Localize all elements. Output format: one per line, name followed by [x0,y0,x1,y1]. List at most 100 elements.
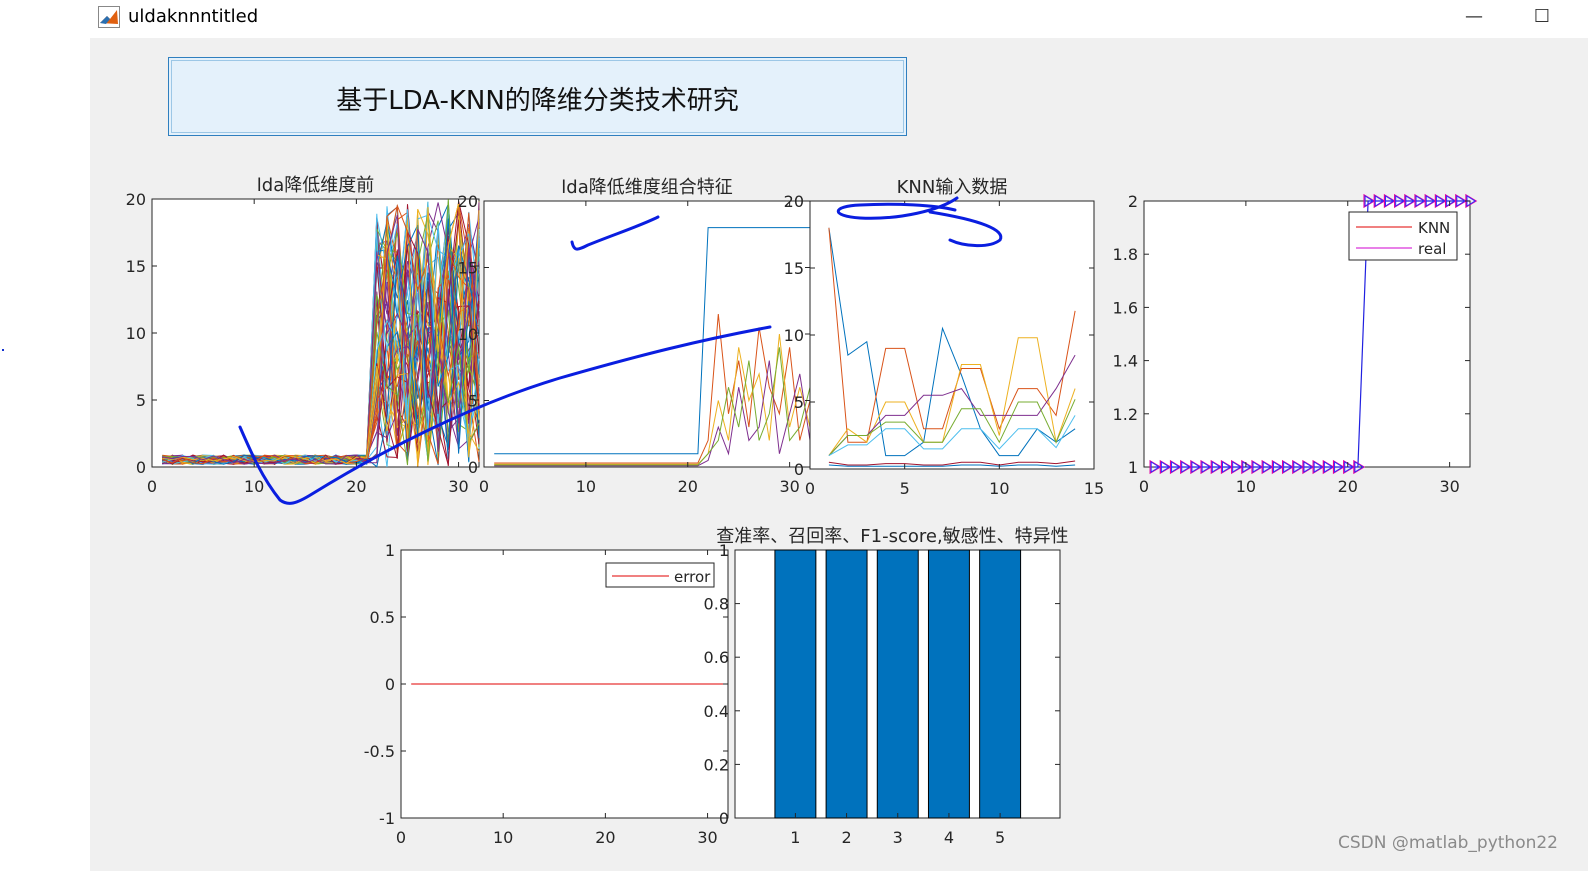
xtick-label: 20 [346,477,366,496]
chart-title: 查准率、召回率、F1-score,敏感性、特异性 [716,526,1068,547]
chart-1: 0 5 10 15 20 0 10 20 30 lda降低维度前 [126,175,480,496]
knn-marker [1323,461,1334,473]
ytick-label: 5 [794,393,804,412]
series-line [494,347,811,466]
ytick-label: 20 [458,192,478,211]
ytick-label: 15 [784,259,804,278]
xtick-label: 30 [697,828,717,847]
ytick-label: 0 [468,458,478,477]
knn-marker [1385,195,1395,207]
series-line [162,214,480,465]
xtick-label: 10 [244,477,264,496]
ytick-label: 20 [784,192,804,211]
matlab-icon [98,6,120,28]
knn-marker [1395,195,1405,207]
series-line [828,460,1076,466]
ytick-label: 1.8 [1113,245,1138,264]
xtick-label: 10 [1236,477,1256,496]
series-line [162,203,480,465]
bar [774,549,817,819]
knn-marker [1160,461,1171,473]
ytick-label: 0.4 [704,702,729,721]
knn-marker [1405,195,1415,207]
xtick-label: 5 [900,479,910,498]
xtick-label: 4 [944,828,954,847]
knn-marker [1201,461,1212,473]
chart-3: 0 5 10 15 20 0 5 10 15 KNN输入数据 [784,177,1105,498]
knn-marker [1446,195,1456,207]
ytick-label: 15 [458,259,478,278]
ytick-label: 1.4 [1113,352,1138,371]
ytick-label: 10 [126,324,146,343]
chart-title: lda降低维度组合特征 [561,177,732,198]
series-line [828,415,1076,457]
series-line [828,227,1076,443]
knn-marker [1191,461,1201,473]
series-line [161,199,480,465]
xtick-label: 30 [448,477,468,496]
legend-knn-real: KNN real [1348,211,1458,261]
xtick-label: 30 [1439,477,1459,496]
series-line [828,464,1076,467]
series-line [494,314,811,464]
xtick-label: 0 [1139,477,1149,496]
legend-box [605,562,715,588]
ink-stroke-loop1 [836,196,959,220]
axes-box-3 [809,200,1095,470]
knn-marker [1150,461,1161,473]
minimize-button[interactable]: — [1465,6,1483,27]
knn-marker [1364,195,1375,207]
legend-label-error: error [674,568,711,586]
ytick-label: 0.5 [370,608,395,627]
ytick-label: 5 [468,392,478,411]
knn-marker [1252,461,1263,473]
chart-title: lda降低维度前 [257,175,374,196]
legend-box [1348,211,1458,261]
xtick-label: 5 [995,828,1005,847]
xtick-label: 30 [779,477,799,496]
series-line [162,223,480,466]
knn-marker [1456,195,1466,207]
ytick-label: 0 [719,809,729,828]
maximize-button[interactable]: ☐ [1533,6,1551,27]
axes-box-2 [483,200,811,468]
ytick-label: 10 [784,326,804,345]
chart-6: 1 2 3 4 500.20.40.60.81查准率、召回率、F1-score,敏感性、… [704,526,1069,847]
series-line-real [1154,200,1470,468]
ytick-label: -0.5 [364,742,395,761]
xtick-label: 10 [493,828,513,847]
knn-marker [1334,461,1344,473]
knn-marker [1374,195,1385,207]
ytick-label: 0 [385,675,395,694]
bar [825,549,868,819]
xtick-label: 10 [576,477,596,496]
xtick-label: 3 [893,828,903,847]
knn-marker [1354,461,1364,473]
xtick-label: 15 [1084,479,1104,498]
knn-marker [1232,461,1242,473]
knn-marker [1303,461,1313,473]
xtick-label: 2 [841,828,851,847]
ink-stroke-line [238,325,772,505]
xtick-label: 20 [1338,477,1358,496]
bar [979,549,1022,819]
watermark: CSDN @matlab_python22 [1337,833,1558,853]
ytick-label: -1 [379,809,395,828]
ytick-label: 0.2 [704,755,729,774]
xtick-label: 10 [989,479,1009,498]
knn-marker [1415,195,1426,207]
knn-marker [1262,461,1273,473]
knn-marker [1425,195,1436,207]
legend-label-knn: KNN [1418,219,1450,237]
knn-marker [1222,461,1232,473]
knn-marker [1344,461,1354,473]
ytick-label: 1 [719,541,729,560]
ytick-label: 0 [136,458,146,477]
series-line [828,399,1076,456]
chart-title: KNN输入数据 [897,177,1008,198]
title-banner: 基于LDA-KNN的降维分类技术研究 [168,57,907,136]
knn-marker [1435,195,1446,207]
